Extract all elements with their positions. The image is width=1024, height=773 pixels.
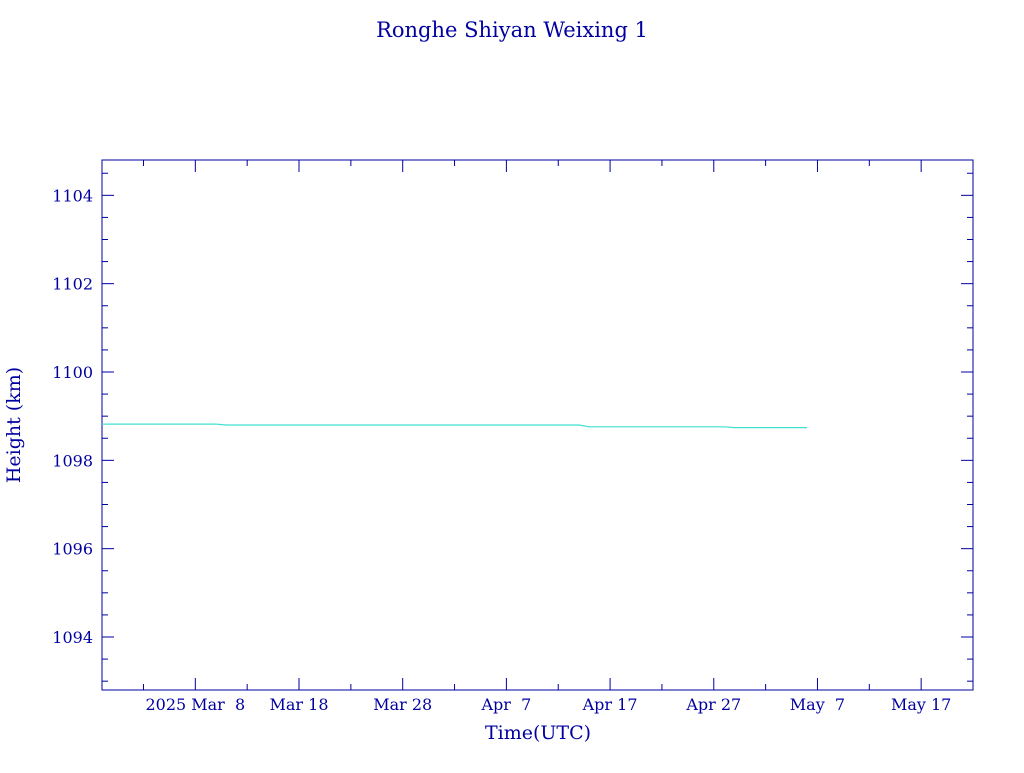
y-axis-ticks: 1094 1096 1098 1100 1102 1104 (52, 172, 973, 682)
x-tick-label: Apr 17 (582, 695, 638, 714)
x-tick-label: May 17 (891, 695, 951, 714)
chart-title: Ronghe Shiyan Weixing 1 (376, 18, 648, 42)
x-tick-label: Apr 7 (480, 695, 531, 714)
y-tick-label: 1096 (52, 540, 93, 559)
x-tick-label: Mar 18 (270, 695, 329, 714)
x-axis-label: Time(UTC) (485, 722, 591, 744)
y-tick-label: 1098 (52, 451, 93, 470)
series-layer (102, 423, 808, 429)
y-axis-label: Height (km) (3, 367, 25, 483)
x-tick-label: Mar 28 (373, 695, 432, 714)
height-series-line (102, 423, 808, 429)
x-tick-label: May 7 (790, 695, 845, 714)
x-tick-label: Apr 27 (685, 695, 741, 714)
y-tick-label: 1102 (52, 275, 93, 294)
x-tick-label: 2025 Mar 8 (145, 695, 245, 714)
plot-frame (101, 159, 974, 691)
y-tick-label: 1094 (52, 628, 93, 647)
x-axis-ticks: 2025 Mar 8 Mar 18 Mar 28 Apr 7 Apr 17 Apr 27 M… (142, 160, 974, 714)
y-tick-label: 1100 (52, 363, 93, 382)
y-tick-label: 1104 (52, 186, 93, 205)
